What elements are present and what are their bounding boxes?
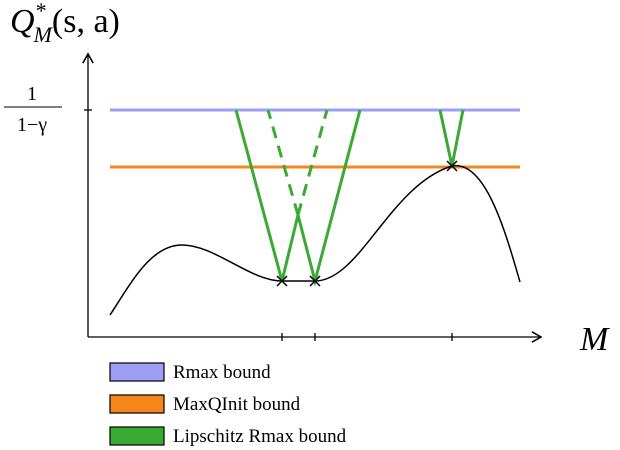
legend-swatch (109, 394, 165, 414)
legend-swatch (109, 426, 165, 446)
legend: Rmax bound MaxQInit bound Lipschitz Rmax b… (109, 362, 347, 447)
x-label: M (579, 321, 610, 358)
cross-marks (276, 160, 458, 287)
x-ticks (281, 333, 453, 341)
lipschitz-lines (234, 109, 465, 287)
q-curve (109, 165, 521, 316)
y-tick-denominator: 1−γ (17, 114, 47, 136)
y-tick-numerator: 1 (27, 83, 37, 105)
legend-label: Lipschitz Rmax bound (173, 426, 347, 447)
legend-label: MaxQInit bound (173, 394, 301, 415)
legend-label: Rmax bound (173, 362, 271, 383)
legend-swatch (109, 362, 165, 382)
y-label: Q* M(s, a) (10, 0, 120, 47)
